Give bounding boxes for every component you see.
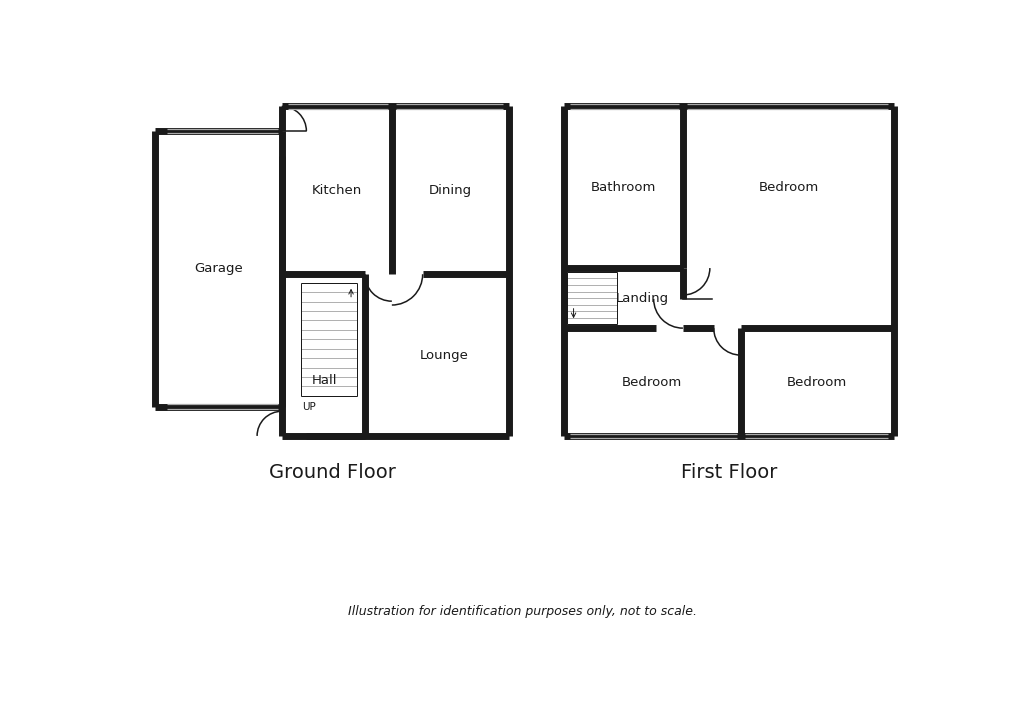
Text: Bedroom: Bedroom	[622, 375, 682, 388]
Text: Landing: Landing	[615, 292, 668, 305]
Text: Bathroom: Bathroom	[590, 181, 655, 194]
Text: Dining: Dining	[428, 184, 472, 197]
Text: Kitchen: Kitchen	[312, 184, 362, 197]
Text: UP: UP	[302, 402, 315, 412]
Text: Bedroom: Bedroom	[757, 181, 817, 194]
Text: Hall: Hall	[312, 374, 337, 387]
Text: Lounge: Lounge	[420, 348, 469, 362]
Text: First Floor: First Floor	[680, 463, 776, 482]
Text: Illustration for identification purposes only, not to scale.: Illustration for identification purposes…	[347, 605, 697, 618]
Text: Bedroom: Bedroom	[787, 375, 847, 388]
Text: Garage: Garage	[194, 262, 243, 275]
Text: Ground Floor: Ground Floor	[268, 463, 395, 482]
